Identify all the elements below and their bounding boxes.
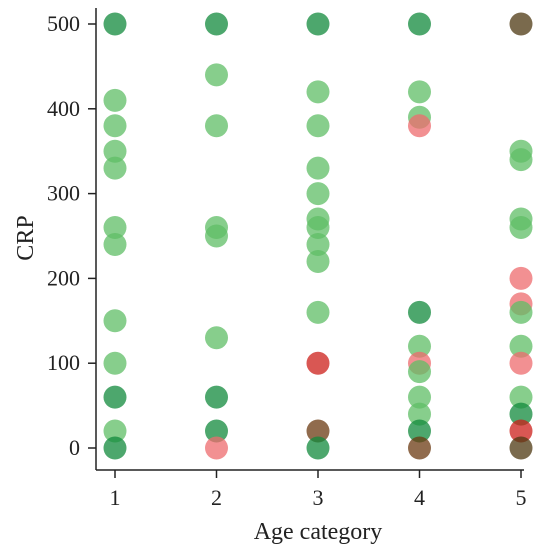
data-point xyxy=(205,385,228,409)
data-point xyxy=(103,216,127,240)
data-point xyxy=(509,419,533,443)
y-tick-label: 200 xyxy=(47,265,80,290)
x-axis-title: Age category xyxy=(254,519,383,545)
data-point xyxy=(103,12,127,36)
data-point xyxy=(306,216,330,240)
y-tick-label: 0 xyxy=(69,435,80,460)
data-point xyxy=(103,436,127,460)
data-point xyxy=(205,114,228,138)
data-point xyxy=(408,12,431,36)
data-point xyxy=(103,351,127,375)
y-tick-label: 500 xyxy=(47,11,80,36)
x-tick-label: 1 xyxy=(110,485,121,510)
data-point xyxy=(306,419,330,443)
data-point xyxy=(103,139,127,163)
data-point xyxy=(509,148,533,172)
data-points xyxy=(103,12,533,460)
data-point xyxy=(509,334,533,358)
data-point xyxy=(509,402,533,426)
data-point xyxy=(509,216,533,240)
x-tick-label: 3 xyxy=(313,485,324,510)
data-point xyxy=(306,232,330,256)
data-point xyxy=(408,385,431,409)
data-point xyxy=(509,266,533,290)
data-point xyxy=(408,114,431,138)
data-point xyxy=(103,385,127,409)
data-point xyxy=(205,326,228,350)
data-point xyxy=(205,436,228,460)
data-point xyxy=(509,385,533,409)
data-point xyxy=(306,351,330,375)
data-point xyxy=(103,156,127,180)
data-point xyxy=(509,12,533,36)
x-axis-ticks: 1 2 3 4 5 xyxy=(110,470,527,510)
data-point xyxy=(509,436,533,460)
y-tick-label: 100 xyxy=(47,350,80,375)
data-point xyxy=(306,114,330,138)
data-point xyxy=(509,300,533,324)
data-point xyxy=(306,436,330,460)
data-point xyxy=(306,182,330,206)
y-axis-ticks: 0 100 200 300 400 500 xyxy=(47,11,96,460)
data-point xyxy=(306,12,330,36)
data-point xyxy=(205,419,228,443)
data-point xyxy=(408,80,431,104)
y-tick-label: 400 xyxy=(47,96,80,121)
data-point xyxy=(103,309,127,333)
y-axis-title: CRP xyxy=(13,215,39,260)
data-point xyxy=(306,156,330,180)
data-point xyxy=(408,419,431,443)
data-point xyxy=(103,88,127,112)
data-point xyxy=(509,351,533,375)
data-point xyxy=(306,300,330,324)
data-point xyxy=(103,114,127,138)
data-point xyxy=(408,402,431,426)
data-point xyxy=(205,224,228,248)
data-point xyxy=(205,12,228,36)
y-tick-label: 300 xyxy=(47,181,80,206)
data-point xyxy=(306,80,330,104)
data-point xyxy=(103,419,127,443)
data-point xyxy=(103,232,127,256)
data-point xyxy=(408,360,431,384)
x-tick-label: 5 xyxy=(516,485,527,510)
data-point xyxy=(205,63,228,87)
x-tick-label: 2 xyxy=(211,485,222,510)
data-point xyxy=(408,436,431,460)
data-point xyxy=(408,334,431,358)
x-tick-label: 4 xyxy=(414,485,425,510)
data-point xyxy=(408,300,431,324)
data-point xyxy=(306,249,330,273)
